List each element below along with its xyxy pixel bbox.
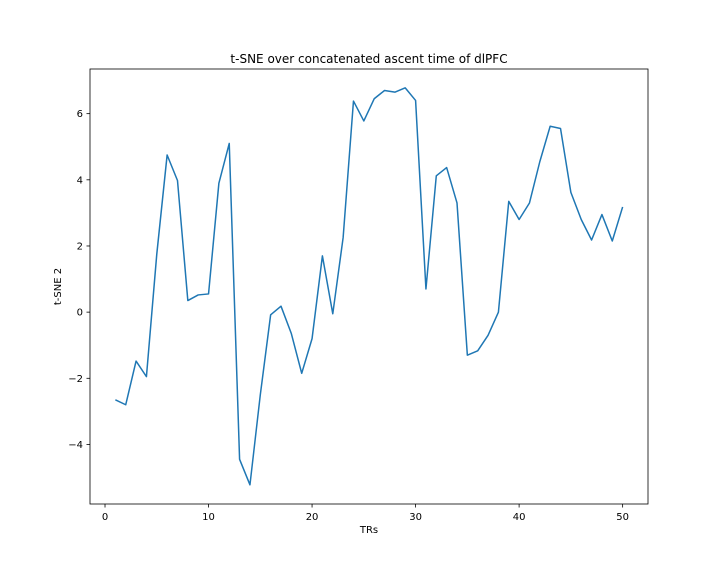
y-tick-label: −2 [68,374,83,385]
series-line [115,87,624,486]
x-tick-label: 20 [306,512,319,523]
y-tick-label: −4 [68,440,83,451]
x-tick-label: 30 [409,512,422,523]
plot-area [115,87,624,486]
x-axis-label: TRs [359,525,378,536]
x-tick-label: 40 [513,512,526,523]
y-axis-label: t-SNE 2 [53,268,64,305]
y-tick-label: 4 [77,175,83,186]
y-tick-label: 0 [77,308,83,319]
y-tick-label: 6 [77,109,83,120]
x-tick-label: 50 [616,512,629,523]
y-tick-label: 2 [77,241,83,252]
chart-title: t-SNE over concatenated ascent time of d… [230,52,507,66]
x-axis: 0 10 20 30 40 50 [102,504,629,523]
y-axis: −4 −2 0 2 4 6 [68,109,90,451]
x-tick-label: 10 [202,512,215,523]
x-tick-label: 0 [102,512,108,523]
axes-frame [89,68,649,505]
